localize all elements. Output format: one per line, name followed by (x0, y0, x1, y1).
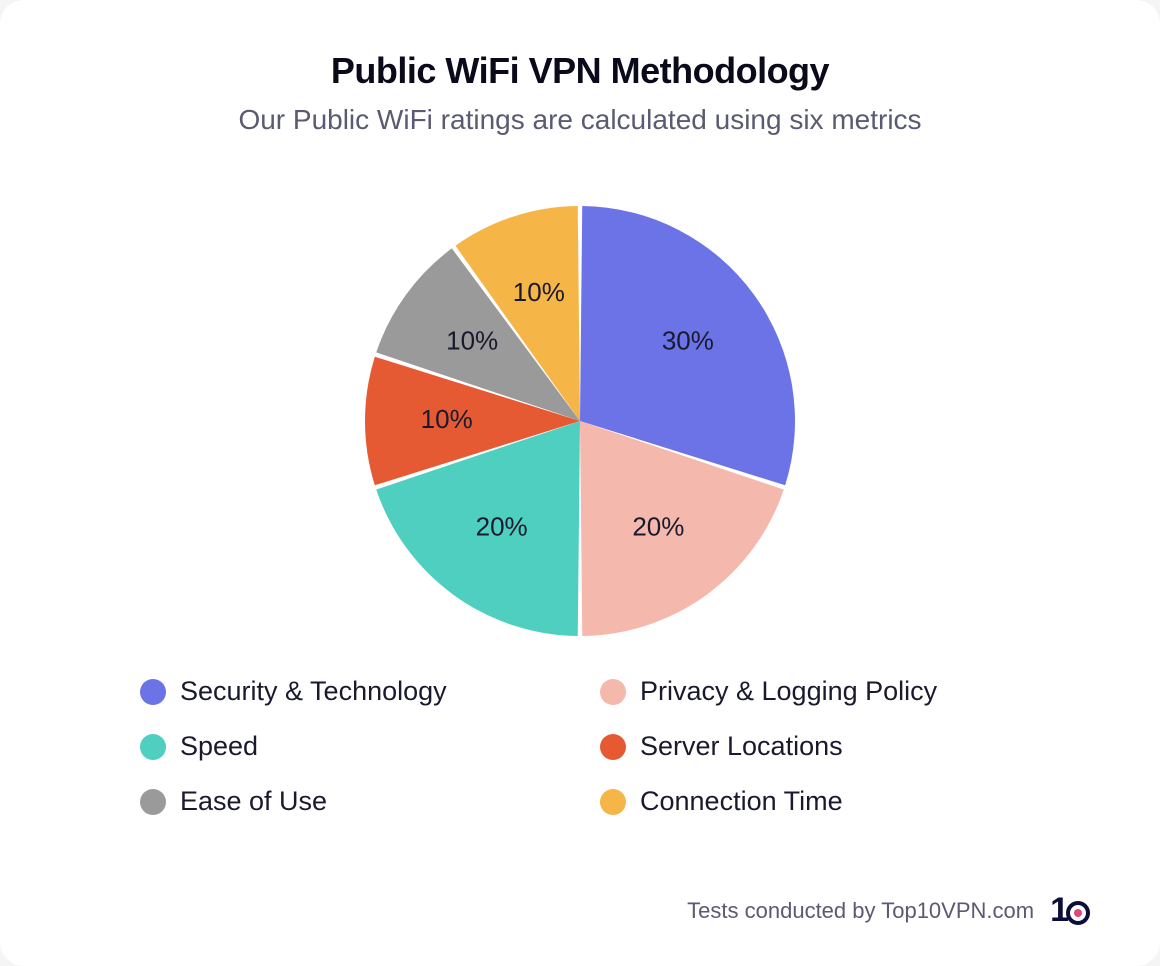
slice-label: 10% (421, 404, 473, 434)
legend-label: Server Locations (640, 731, 843, 762)
legend-item: Speed (140, 731, 560, 762)
pie-chart: 30% 20% 20% 10% 10% 10% (320, 186, 840, 656)
footer-text: Tests conducted by Top10VPN.com (687, 898, 1034, 924)
logo-digit: 1 (1050, 891, 1067, 930)
legend-dot-icon (140, 734, 166, 760)
slice-label: 20% (476, 512, 528, 542)
chart-card: Public WiFi VPN Methodology Our Public W… (0, 0, 1160, 966)
legend-label: Connection Time (640, 786, 843, 817)
slice-label: 10% (446, 326, 498, 356)
legend-item: Security & Technology (140, 676, 560, 707)
legend-dot-icon (140, 679, 166, 705)
legend-dot-icon (600, 789, 626, 815)
chart-subtitle: Our Public WiFi ratings are calculated u… (70, 104, 1090, 136)
logo-o-icon (1066, 901, 1090, 925)
pie-chart-container: 30% 20% 20% 10% 10% 10% (70, 186, 1090, 656)
legend-label: Speed (180, 731, 258, 762)
legend-label: Privacy & Logging Policy (640, 676, 937, 707)
legend-dot-icon (600, 679, 626, 705)
attribution-footer: Tests conducted by Top10VPN.com 1 (687, 891, 1090, 930)
legend: Security & Technology Privacy & Logging P… (140, 676, 1020, 817)
legend-item: Privacy & Logging Policy (600, 676, 1020, 707)
slice-label: 20% (632, 512, 684, 542)
slice-label: 30% (662, 326, 714, 356)
legend-item: Server Locations (600, 731, 1020, 762)
chart-title: Public WiFi VPN Methodology (70, 50, 1090, 92)
legend-item: Connection Time (600, 786, 1020, 817)
legend-item: Ease of Use (140, 786, 560, 817)
top10vpn-logo: 1 (1050, 891, 1090, 930)
legend-label: Security & Technology (180, 676, 447, 707)
legend-dot-icon (140, 789, 166, 815)
legend-dot-icon (600, 734, 626, 760)
legend-label: Ease of Use (180, 786, 327, 817)
slice-label: 10% (513, 277, 565, 307)
